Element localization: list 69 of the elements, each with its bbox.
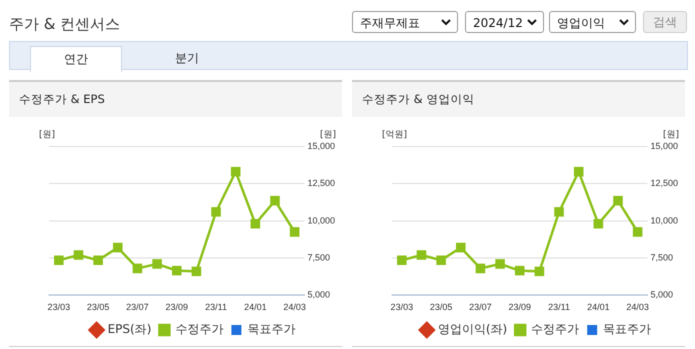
- x-tick-label: 23/03: [390, 302, 414, 312]
- text: 7,500: [307, 252, 330, 262]
- point: [476, 264, 486, 274]
- x-tick-label: 23/05: [86, 302, 110, 312]
- point: [132, 264, 142, 274]
- point: [416, 250, 426, 260]
- text: 15,000: [650, 140, 678, 151]
- chart-title: 수정주가 & EPS: [9, 82, 342, 117]
- text: 연간: [30, 46, 122, 72]
- point: [250, 218, 260, 229]
- point: [54, 255, 64, 266]
- point: [230, 166, 240, 176]
- text: 10,000: [650, 215, 678, 226]
- text: 5,000: [650, 290, 674, 300]
- x-tick-label: 23/05: [430, 302, 452, 312]
- text: 5,000: [307, 290, 330, 300]
- x-tick-label: 23/03: [48, 302, 70, 312]
- point: [613, 196, 623, 206]
- y2-axis-title: [원]: [662, 129, 679, 141]
- point: [436, 255, 446, 266]
- text: 2024/12: [473, 16, 523, 30]
- legend-label: 영업이익(좌): [438, 322, 508, 336]
- point: [594, 218, 604, 229]
- text: 주재무제표: [360, 16, 420, 30]
- y-axis-title: [억원]: [382, 129, 408, 141]
- legend-label: 수정주가: [531, 322, 580, 336]
- legend-label: 수정주가: [175, 322, 224, 336]
- point: [152, 259, 162, 269]
- point: [211, 207, 221, 217]
- point: [534, 266, 544, 276]
- x-tick-label: 23/07: [469, 302, 492, 312]
- point: [290, 227, 300, 237]
- point: [172, 266, 182, 276]
- point: [456, 242, 466, 252]
- point: [514, 266, 525, 276]
- point: [270, 196, 280, 206]
- text: 주가 & 컨센서스: [9, 15, 120, 34]
- chart-title: 수정주가 & 영업이익: [352, 82, 685, 117]
- text: 영업이익: [557, 16, 605, 30]
- y-axis-title: [원]: [39, 129, 56, 141]
- text: 검색: [643, 11, 687, 33]
- x-tick-label: 24/03: [626, 302, 649, 312]
- legend-label: EPS(좌): [108, 322, 152, 336]
- point: [632, 227, 642, 237]
- legend-label: 목표주가: [247, 322, 296, 336]
- x-tick-label: 23/09: [165, 302, 188, 312]
- text: 10,000: [307, 215, 336, 226]
- x-tick-label: 24/01: [244, 302, 267, 312]
- point: [495, 259, 505, 269]
- x-tick-label: 24/01: [587, 302, 610, 312]
- x-tick-label: 23/11: [205, 302, 227, 312]
- y2-axis-title: [원]: [320, 129, 336, 141]
- point: [93, 255, 103, 266]
- point: [112, 242, 123, 252]
- text: 12,500: [650, 178, 678, 188]
- x-tick-label: 23/09: [508, 302, 531, 312]
- x-tick-label: 24/03: [283, 302, 306, 312]
- point: [74, 250, 84, 260]
- text: 7,500: [650, 252, 674, 262]
- point: [574, 166, 584, 176]
- text: 15,000: [307, 140, 336, 151]
- text: 12,500: [307, 178, 336, 188]
- point: [554, 207, 564, 217]
- legend-label: 목표주가: [603, 322, 652, 336]
- x-tick-label: 23/07: [126, 302, 149, 312]
- text: 분기: [174, 50, 200, 67]
- point: [397, 255, 407, 266]
- x-tick-label: 23/11: [548, 302, 570, 312]
- point: [192, 266, 202, 276]
